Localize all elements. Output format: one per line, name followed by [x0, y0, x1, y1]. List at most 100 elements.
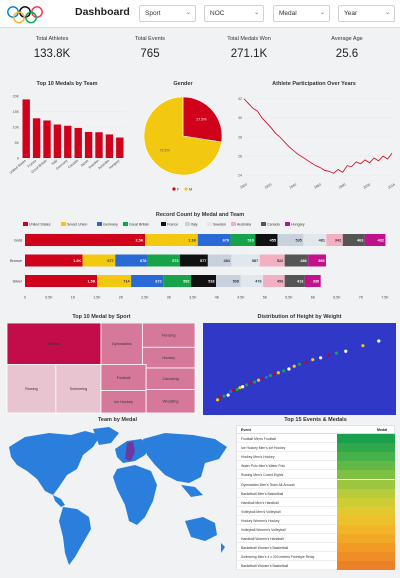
stacked-bar-segment: [342, 234, 365, 246]
scatter-point: [245, 383, 249, 387]
data-label: 486: [300, 259, 306, 263]
event-cell: Volleyball Men's Volleyball: [241, 509, 281, 514]
chevron-down-icon: ⌄: [253, 10, 259, 16]
table-row[interactable]: Basketball Men's Basketball: [237, 488, 396, 498]
table-row[interactable]: Handball Women's Handball: [237, 534, 396, 544]
table-row[interactable]: Ice Hockey Men's Ice Hockey: [237, 443, 396, 453]
legend-label: Australia: [237, 223, 251, 227]
stacked-bar-segment: [82, 254, 116, 267]
legend-swatch: [23, 222, 28, 226]
x-tick-label: 5K: [263, 296, 268, 300]
y-tick-label: 26: [238, 154, 242, 158]
data-label: 714: [123, 279, 130, 283]
scatter-point: [319, 356, 323, 360]
map-highlight-region: [125, 441, 135, 461]
legend-swatch: [123, 222, 128, 226]
x-tick-label: 1980: [338, 182, 347, 189]
stacked-bar-segment: [131, 275, 164, 287]
x-tick-label: Italy: [51, 159, 59, 166]
bar: [43, 120, 51, 158]
data-label: 2.5K: [135, 238, 143, 242]
participation-chart: 24 26 28 30 32 1900 1920 1940 1960 1980 2000 2016: [238, 97, 396, 190]
y-tick-label: 10K: [13, 126, 20, 130]
chevron-down-icon: ⌄: [185, 10, 191, 16]
stacked-bar-segment: [97, 275, 132, 287]
scatter-point: [377, 339, 381, 343]
world-map[interactable]: [5, 425, 230, 573]
col-medal-header[interactable]: Medal: [377, 428, 388, 432]
data-label: 413: [297, 279, 303, 283]
gender-title: Gender: [173, 81, 193, 87]
bar: [116, 137, 124, 158]
legend-label: Hungary: [291, 223, 305, 227]
gender-panel: Gender 27.5% 72.5% F M: [134, 78, 232, 198]
data-label: 518: [208, 279, 214, 283]
kpi-label: Total Events: [135, 36, 165, 42]
event-cell: Handball Women's Handball: [241, 537, 284, 542]
slice-label: 72.5%: [160, 149, 171, 153]
y-tick-label: Silver: [13, 279, 23, 283]
year-filter[interactable]: Year ⌄: [338, 5, 395, 22]
y-tick-label: 30: [238, 116, 242, 120]
scatter-point: [226, 393, 230, 397]
data-label: 481: [319, 238, 325, 242]
x-tick-label: 2016: [387, 182, 396, 189]
stacked-bar-segment: [326, 234, 343, 246]
table-row[interactable]: Handball Men's Handball: [237, 497, 396, 507]
table-row[interactable]: Basketball Women's Basketball: [237, 561, 396, 571]
map-north-america: [9, 431, 101, 495]
bar: [84, 131, 93, 158]
stacked-bar-segment: [216, 275, 241, 287]
legend-label: France: [167, 223, 178, 227]
kpi-label: Average Age: [331, 36, 363, 42]
x-tick-label: 2K: [119, 296, 124, 300]
data-label: 677: [107, 259, 113, 263]
treemap-label: Football: [117, 376, 131, 380]
table-row[interactable]: Swimming Men's 4 x 200 metres Freestyle …: [237, 552, 396, 562]
table-header: Event Medal: [237, 426, 396, 434]
sport-filter[interactable]: Sport ⌄: [139, 5, 196, 22]
data-label: 678: [140, 259, 146, 263]
legend-label: Soviet Union: [67, 223, 87, 227]
x-tick-label: 1920: [264, 182, 273, 189]
treemap-label: Gymnastics: [112, 342, 132, 346]
table-row[interactable]: Hockey Women's Hockey: [237, 515, 396, 525]
scatter-point: [292, 364, 296, 368]
height-weight-panel: Distribution of Height by Weight: [203, 312, 396, 416]
x-tick-label: 3K: [167, 296, 172, 300]
data-label: 365: [318, 259, 324, 263]
table-row[interactable]: Volleyball Women's Volleyball: [237, 525, 396, 535]
table-row[interactable]: Water Polo Men's Water Polo: [237, 461, 396, 471]
table-row[interactable]: Football Men's Football: [237, 434, 396, 444]
table-row[interactable]: Volleyball Men's Volleyball: [237, 506, 396, 516]
scatter-point: [218, 395, 222, 399]
kpi-total-events: Total Events 765: [100, 36, 200, 60]
map-southeast-asia: [181, 485, 203, 497]
stacked-bar-segment: [145, 234, 198, 246]
stacked-bar-segment: [277, 234, 304, 246]
col-event-header[interactable]: Event: [241, 428, 251, 432]
x-tick-label: Canada: [67, 159, 79, 170]
treemap-tile: [6, 364, 57, 414]
table-row[interactable]: Hockey Men's Hockey: [237, 452, 396, 462]
medal-cell: [337, 443, 395, 453]
table-row[interactable]: Rowing Men's Coxed Eights: [237, 470, 396, 480]
legend-label: Great Britain: [129, 223, 149, 227]
data-label: 522: [277, 259, 283, 263]
stacked-bar-segment: [263, 275, 285, 287]
x-tick-label: Sweden: [88, 159, 100, 170]
legend-label: Italy: [191, 223, 198, 227]
gender-chart: 27.5% 72.5% F M: [143, 96, 223, 191]
kpi-value: 133.8K: [33, 48, 71, 60]
scatter-point: [268, 373, 273, 378]
medal-cell: [337, 525, 395, 535]
medal-filter[interactable]: Medal ⌄: [273, 5, 330, 22]
noc-filter[interactable]: NOC ⌄: [204, 5, 264, 22]
table-row[interactable]: Basketball Women's Basketball: [237, 543, 396, 553]
chevron-down-icon: ⌄: [319, 10, 325, 16]
event-cell: Hockey Women's Hockey: [241, 518, 280, 523]
noc-filter-label: NOC: [210, 10, 225, 17]
legend-dot: [184, 187, 188, 191]
table-row[interactable]: Gymnastics Men's Team All-Around: [237, 479, 396, 489]
medal-cell: [337, 470, 395, 480]
